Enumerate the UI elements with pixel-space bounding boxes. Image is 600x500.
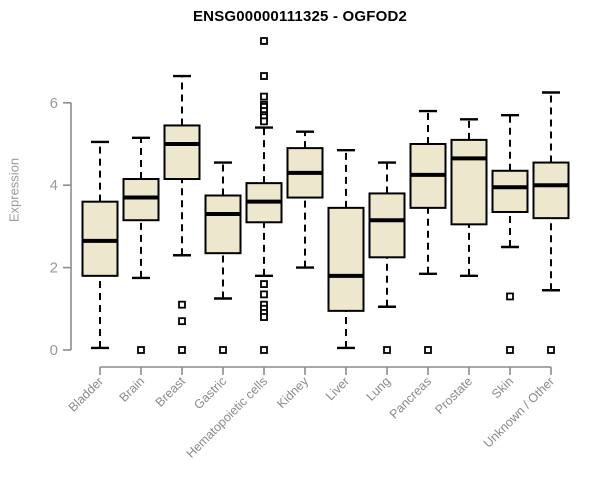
outlier-point: [260, 280, 268, 288]
iqr-box: [368, 192, 406, 259]
chart-title: ENSG00000111325 - OGFOD2: [192, 8, 408, 25]
x-category-label: Unknown / Other: [481, 374, 557, 450]
outlier-point: [260, 117, 268, 126]
outlier-point: [178, 300, 186, 309]
boxplot-skin: [491, 113, 529, 354]
outlier-point: [506, 292, 514, 301]
x-category-label: Breast: [153, 374, 189, 410]
x-category-label: Gastric: [191, 374, 229, 412]
iqr-box: [327, 206, 365, 312]
x-category-label: Pancreas: [387, 374, 434, 421]
outlier-point: [547, 346, 555, 354]
boxplot-pancreas: [409, 109, 447, 354]
iqr-box: [491, 169, 529, 213]
iqr-box: [122, 178, 160, 222]
x-category-label: Bladder: [66, 374, 106, 414]
outlier-point: [178, 346, 186, 354]
boxplot-bladder: [81, 140, 119, 350]
x-category-label: Hematopoietic cells: [184, 374, 271, 461]
iqr-box: [204, 194, 242, 255]
outlier-point: [260, 290, 268, 299]
y-tick-label: 6: [50, 95, 58, 112]
boxplot-unknown-other: [532, 91, 570, 354]
outlier-point: [424, 346, 432, 354]
x-category-label: Kidney: [274, 374, 311, 411]
boxplot-hematopoietic-cells: [245, 37, 283, 354]
y-axis-title: Expression: [6, 157, 22, 223]
outlier-point: [260, 92, 268, 101]
y-tick-label: 0: [50, 342, 58, 359]
iqr-box: [81, 200, 119, 277]
outlier-point: [137, 346, 145, 354]
outlier-point: [506, 346, 514, 354]
boxplot-gastric: [204, 161, 242, 354]
outlier-point: [260, 346, 268, 354]
boxplot-kidney: [286, 130, 324, 269]
x-category-label: Prostate: [432, 374, 475, 417]
x-category-label: Lung: [364, 374, 394, 404]
outlier-point: [383, 346, 391, 354]
boxplot-breast: [163, 74, 201, 354]
x-category-label: Skin: [489, 374, 516, 401]
iqr-box: [532, 161, 570, 220]
x-category-label: Brain: [117, 374, 148, 405]
outlier-point: [260, 72, 268, 80]
outlier-point: [260, 313, 268, 321]
y-tick-label: 4: [50, 177, 58, 194]
x-category-label: Liver: [323, 374, 352, 403]
boxplot-liver: [327, 148, 365, 350]
y-tick-label: 2: [50, 260, 58, 277]
iqr-box: [163, 124, 201, 181]
outlier-point: [178, 317, 186, 326]
boxplot-brain: [122, 136, 160, 354]
boxplot-lung: [368, 161, 406, 354]
iqr-box: [450, 138, 488, 226]
boxplot-prostate: [450, 118, 488, 278]
outlier-point: [260, 37, 268, 45]
outlier-point: [219, 346, 227, 354]
